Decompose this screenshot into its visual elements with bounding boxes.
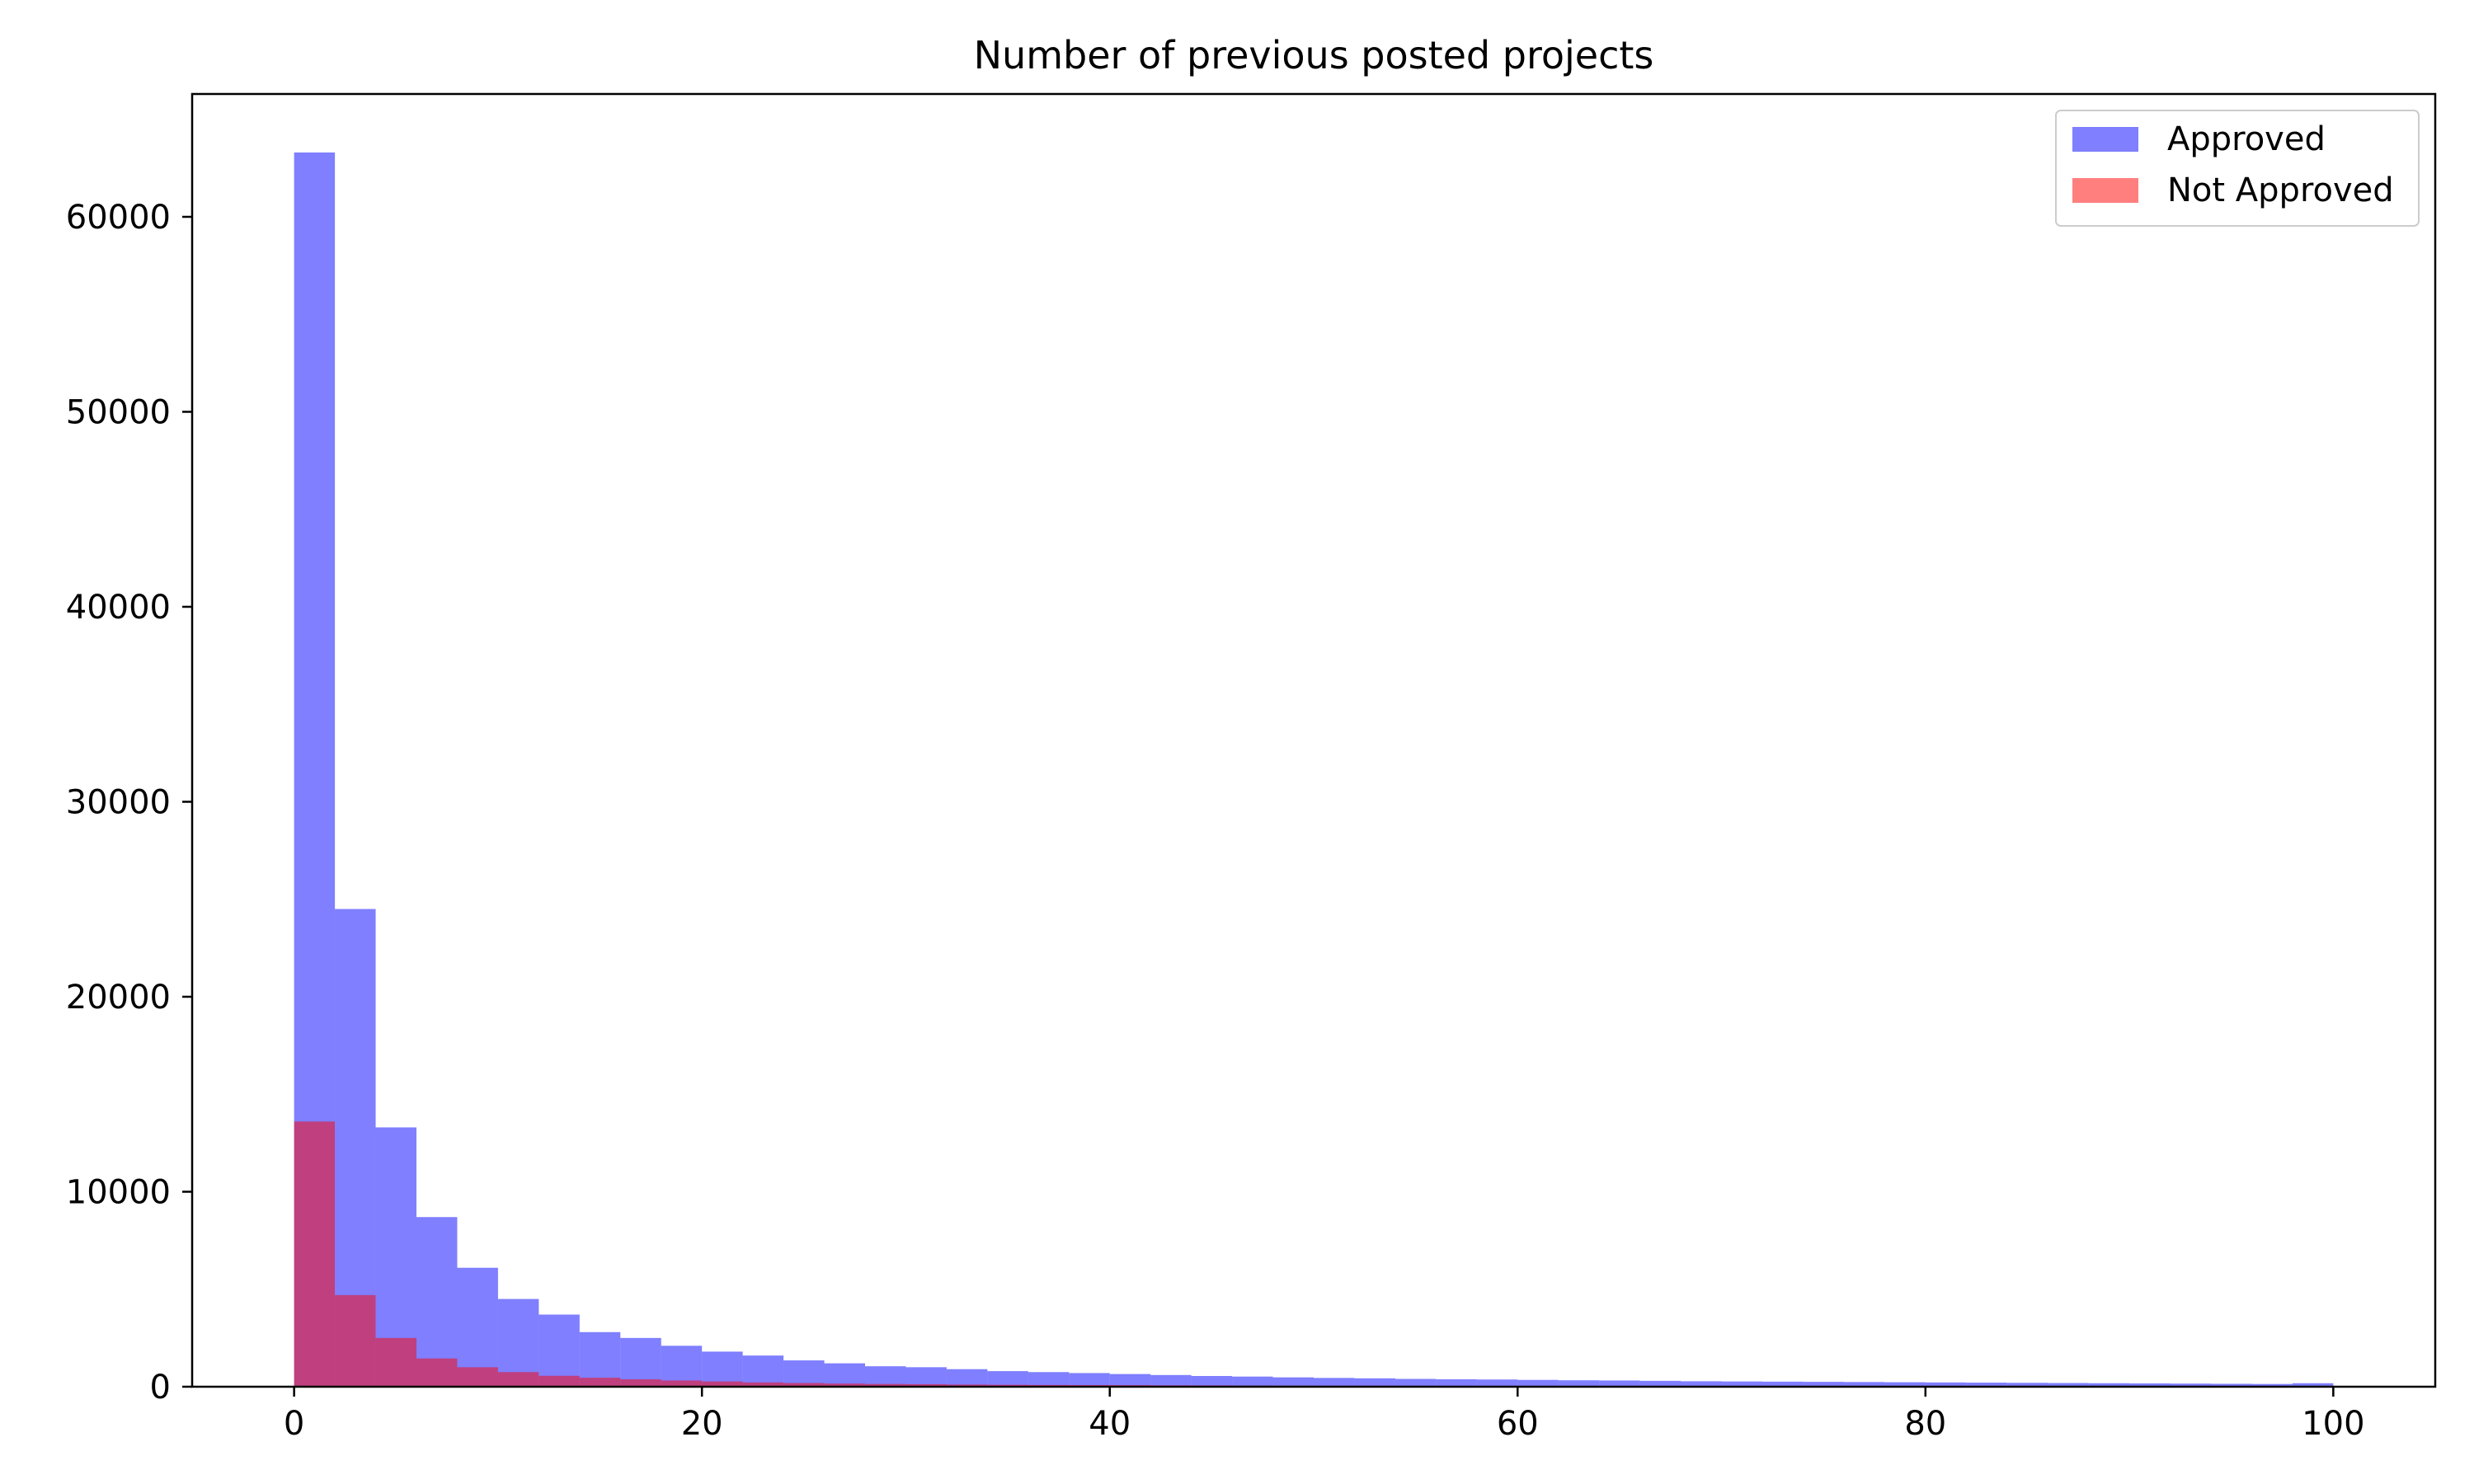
x-tick-label: 60 (1497, 1405, 1539, 1443)
histogram-bar (702, 1351, 743, 1387)
histogram-bar (1762, 1381, 1804, 1387)
histogram-bar (1354, 1378, 1395, 1387)
legend: Approved Not Approved (2055, 110, 2420, 227)
histogram-bar (1069, 1373, 1110, 1387)
histogram-bar (742, 1382, 784, 1387)
histogram-bar (1599, 1380, 1640, 1387)
histogram-bar (335, 1294, 376, 1387)
legend-label: Approved (2167, 120, 2326, 158)
histogram-bar (2251, 1383, 2293, 1387)
histogram-bar (1109, 1374, 1151, 1387)
histogram-bar (783, 1360, 825, 1387)
histogram-bar (2211, 1383, 2252, 1387)
histogram-bar (1884, 1382, 1926, 1387)
histogram-bar (1150, 1374, 1192, 1387)
x-tick-label: 80 (1904, 1405, 1946, 1443)
y-tick-label: 0 (150, 1369, 171, 1407)
histogram-bar (824, 1363, 865, 1387)
histogram-bar (1721, 1381, 1762, 1387)
histogram-bar (2088, 1383, 2130, 1387)
histogram-bar (2006, 1383, 2048, 1387)
histogram-bar (1966, 1383, 2007, 1387)
x-tick-label: 100 (2302, 1405, 2364, 1443)
histogram-bar (1476, 1379, 1518, 1387)
histogram-bar (2129, 1383, 2171, 1387)
histogram-bar (661, 1380, 703, 1387)
histogram-bar (1517, 1379, 1559, 1387)
histogram-bar (1558, 1380, 1600, 1387)
x-tick-label: 20 (681, 1405, 723, 1443)
bars-layer (294, 152, 2334, 1388)
plot-frame (190, 92, 2437, 1388)
histogram-bar (620, 1379, 661, 1387)
histogram-bar (824, 1383, 865, 1387)
histogram-bar (1843, 1382, 1885, 1387)
histogram-bar (539, 1314, 580, 1387)
histogram-bar (1395, 1378, 1437, 1387)
histogram-bar (783, 1383, 825, 1387)
histogram-bar (1314, 1378, 1355, 1387)
histogram-bar (2170, 1383, 2211, 1387)
histogram-bar (742, 1355, 784, 1387)
y-tick-label: 30000 (66, 783, 171, 821)
histogram-bar (497, 1372, 539, 1387)
y-tick-label: 20000 (66, 979, 171, 1017)
x-tick-label: 0 (284, 1405, 304, 1443)
series-1 (294, 152, 2334, 1388)
histogram-bar (2048, 1383, 2089, 1387)
histogram-bar (539, 1375, 580, 1387)
histogram-bar (865, 1366, 906, 1387)
histogram-bar (1028, 1372, 1070, 1387)
x-axis: 0 20 40 60 80 100 (284, 1387, 2365, 1443)
chart-title: Number of previous posted projects (974, 33, 1654, 77)
histogram-bar (946, 1369, 988, 1387)
y-tick-label: 40000 (66, 589, 171, 627)
x-tick-label: 40 (1089, 1405, 1131, 1443)
legend-swatch (2072, 127, 2138, 152)
y-tick-label: 50000 (66, 393, 171, 431)
histogram-bar (457, 1367, 498, 1387)
histogram-bar (905, 1367, 947, 1387)
histogram-bar (661, 1345, 703, 1387)
histogram-bar (987, 1371, 1028, 1387)
histogram-bar (1436, 1379, 1477, 1387)
histogram-bar (1925, 1382, 1967, 1387)
histogram-bar (1803, 1382, 1844, 1387)
histogram-bar (457, 1267, 498, 1387)
histogram-bar (946, 1384, 988, 1387)
histogram-bar (865, 1383, 906, 1387)
histogram-bar (579, 1378, 621, 1387)
histogram-bar (416, 1358, 458, 1387)
histogram-bar (702, 1381, 743, 1387)
histogram-bar (905, 1383, 947, 1387)
histogram-bar (579, 1331, 621, 1387)
legend-swatch (2072, 178, 2138, 203)
y-tick-label: 10000 (66, 1173, 171, 1211)
histogram-bar (375, 1337, 416, 1387)
y-tick-label: 60000 (66, 199, 171, 237)
histogram-bar (294, 1121, 336, 1387)
legend-label: Not Approved (2167, 171, 2394, 209)
legend-box (2055, 110, 2420, 227)
histogram-bar (1681, 1381, 1722, 1387)
histogram-bar (620, 1337, 661, 1387)
y-axis: 0 10000 20000 30000 40000 50000 60000 (66, 199, 192, 1407)
histogram-bar (1191, 1375, 1233, 1387)
histogram-bar (2292, 1383, 2334, 1387)
histogram-bar (1272, 1377, 1314, 1387)
histogram-bar (1232, 1376, 1273, 1387)
histogram-bar (1639, 1380, 1681, 1387)
